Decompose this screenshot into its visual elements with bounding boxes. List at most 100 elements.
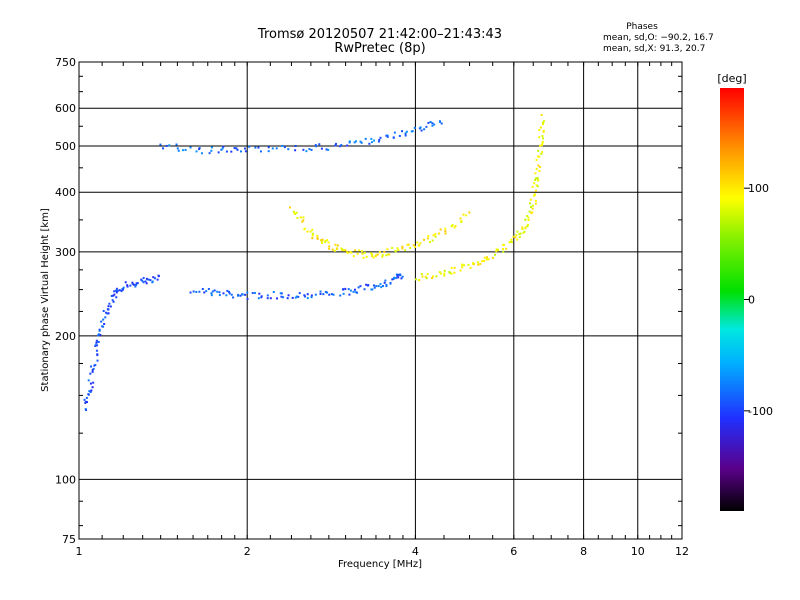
echo-point (541, 151, 544, 154)
echo-point (370, 252, 373, 255)
echo-point (378, 251, 381, 254)
echo-point (259, 150, 262, 153)
echo-point (90, 365, 93, 368)
echo-point (370, 137, 373, 140)
echo-point (200, 152, 203, 155)
echo-point (368, 142, 371, 145)
echo-point (371, 254, 374, 257)
y-tick-label: 600 (55, 102, 76, 115)
echo-point (294, 145, 297, 148)
echo-point (385, 283, 388, 286)
echo-point (286, 297, 289, 300)
echo-point (459, 269, 462, 272)
echo-point (97, 334, 100, 337)
echo-point (318, 143, 321, 146)
echo-point (102, 325, 105, 328)
echo-point (111, 299, 114, 302)
echo-point (203, 291, 206, 294)
echo-point (536, 176, 539, 179)
echo-point (96, 354, 99, 357)
echo-point (328, 245, 331, 248)
echo-point (233, 147, 236, 150)
echo-point (404, 134, 407, 137)
echo-point (254, 146, 257, 149)
echo-point (153, 277, 156, 280)
echo-point (468, 211, 471, 214)
echo-point (353, 288, 356, 291)
echo-point (439, 228, 442, 231)
echo-point (334, 243, 337, 246)
echo-point (85, 396, 88, 399)
y-tick-label: 200 (55, 330, 76, 343)
echo-point (302, 148, 305, 151)
echo-point (379, 136, 382, 139)
echo-point (423, 128, 426, 131)
echo-point (521, 226, 524, 229)
echo-point (533, 182, 536, 185)
echo-point (246, 297, 249, 300)
echo-point (429, 121, 432, 124)
echo-point (237, 293, 240, 296)
phases-title: Phases (626, 22, 658, 32)
echo-point (87, 379, 90, 382)
echo-point (533, 194, 536, 197)
echo-point (431, 239, 434, 242)
echo-point (275, 297, 278, 300)
echo-point (542, 129, 545, 132)
echo-point (516, 238, 519, 241)
echo-point (539, 144, 542, 147)
echo-point (156, 278, 159, 281)
echo-point (359, 140, 362, 143)
colorbar (720, 88, 744, 511)
echo-point (477, 263, 480, 266)
echo-point (536, 185, 539, 188)
echo-point (271, 147, 274, 150)
echo-point (393, 131, 396, 134)
y-tick-label: 400 (55, 186, 76, 199)
echo-point (370, 141, 373, 144)
echo-point (432, 275, 435, 278)
echo-point (386, 135, 389, 138)
echo-point (162, 147, 165, 150)
echo-point (531, 185, 534, 188)
echo-point (135, 282, 138, 285)
echo-point (485, 258, 488, 261)
echo-point (420, 272, 423, 275)
x-tick-label: 12 (675, 545, 689, 558)
echo-point (398, 134, 401, 137)
echo-point (115, 287, 118, 290)
echo-point (348, 140, 351, 143)
echo-point (538, 155, 541, 158)
echo-point (448, 271, 451, 274)
echo-point (440, 122, 443, 125)
echo-point (534, 189, 537, 192)
echo-point (267, 146, 270, 149)
echo-point (349, 251, 352, 254)
echo-point (527, 218, 530, 221)
echo-point (201, 287, 204, 290)
echo-point (198, 290, 201, 293)
echo-point (94, 363, 97, 366)
echo-point (311, 228, 314, 231)
echo-point (524, 218, 527, 221)
echo-point (536, 178, 539, 181)
echo-point (374, 255, 377, 258)
echo-point (518, 236, 521, 239)
echo-point (541, 135, 544, 138)
echo-point (437, 232, 440, 235)
echo-point (357, 286, 360, 289)
echo-point (541, 142, 544, 145)
echo-point (168, 144, 171, 147)
echo-point (303, 228, 306, 231)
echo-point (383, 250, 386, 253)
echo-point (145, 282, 148, 285)
echo-point (87, 393, 90, 396)
y-tick-label: 500 (55, 140, 76, 153)
echo-point (543, 120, 546, 123)
echo-point (535, 168, 538, 171)
echo-point (145, 277, 148, 280)
echo-point (225, 294, 228, 297)
echo-point (537, 179, 540, 182)
echo-point (431, 277, 434, 280)
